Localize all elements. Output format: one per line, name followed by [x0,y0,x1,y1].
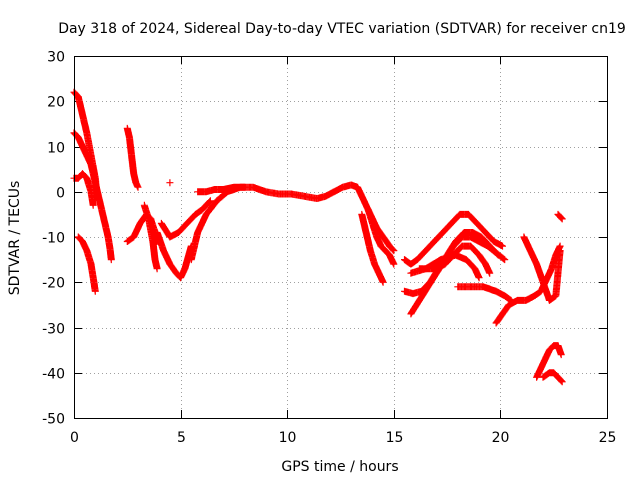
y-tick-label: 10 [47,141,65,157]
x-tick-label: 10 [279,430,297,446]
y-tick-label: 30 [47,50,65,66]
plus-marker-trace [407,251,483,282]
plus-marker-trace [520,233,564,304]
series-track-15 [401,210,506,268]
y-tick-label: -30 [42,322,65,338]
plot-frame [74,56,608,419]
x-tick-label: 5 [177,430,186,446]
series-track-20 [454,283,515,304]
series-track-5 [123,124,142,191]
series-track-22 [520,233,564,304]
plus-marker-trace [533,342,565,381]
data-marks [70,88,566,386]
series-track-12 [194,183,249,196]
series-track-19 [407,251,483,282]
plus-marker-trace [140,201,161,273]
plus-marker-trace [539,369,566,386]
y-tick-label: -50 [42,412,65,428]
series-track-10 [166,179,174,187]
series-track-25 [539,369,566,386]
y-tick-label: 0 [56,186,65,202]
plus-marker-trace [194,183,249,196]
x-axis-label: GPS time / hours [281,459,398,475]
series-track-9 [157,197,214,241]
plus-marker-trace [401,210,506,268]
y-tick-label: 20 [47,95,65,111]
plus-marker-trace [364,206,398,268]
plus-marker-trace [454,283,515,304]
x-tick-label: 20 [492,430,510,446]
y-tick-label: -20 [42,276,65,292]
x-tick-label: 0 [70,430,79,446]
series-track-4 [74,233,99,295]
plus-marker-trace [358,210,387,286]
y-axis-label: SDTVAR / TECUs [7,181,23,296]
plus-marker-trace [157,197,214,241]
y-tick-label: -40 [42,367,65,383]
x-tick-label: 25 [599,430,617,446]
y-tick-label: -10 [42,231,65,247]
x-tick-label: 15 [386,430,404,446]
chart-title: Day 318 of 2024, Sidereal Day-to-day VTE… [58,21,626,37]
series-track-7 [140,201,161,273]
series-track-23 [554,210,566,223]
series-track-24 [533,342,565,381]
plus-marker-trace [74,233,99,295]
series-track-13 [358,210,387,286]
series-track-14 [364,206,398,268]
plus-marker-trace [123,124,142,191]
plus-marker-trace [166,179,174,187]
grid [74,56,607,418]
plus-marker-trace [554,210,566,223]
